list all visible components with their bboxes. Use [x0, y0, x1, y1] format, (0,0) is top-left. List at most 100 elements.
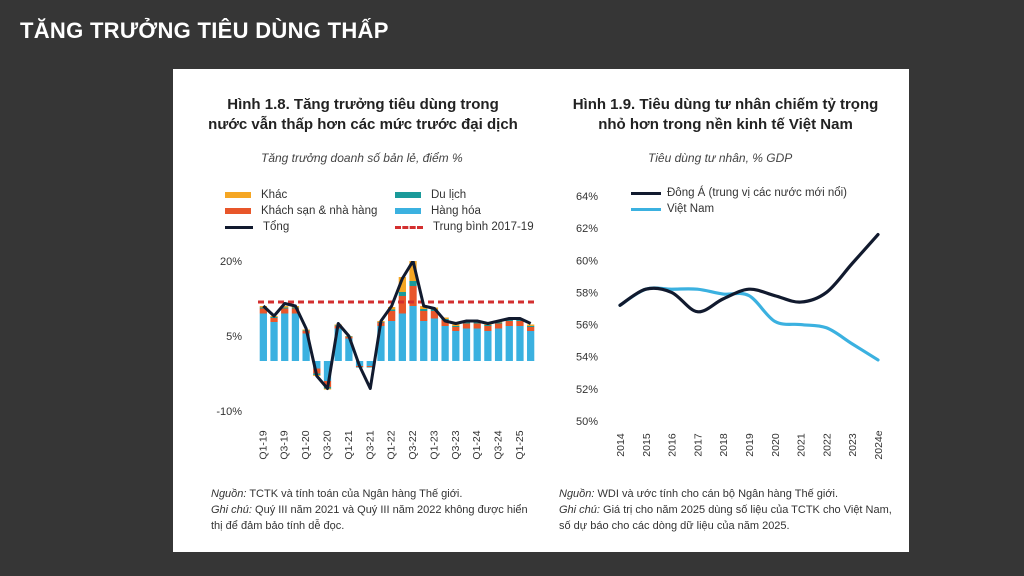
x-tick-label: 2015 — [641, 433, 653, 457]
y-tick-label: 50% — [576, 416, 598, 428]
legend-swatch-avg — [395, 225, 423, 229]
fig2-source-text: WDI và ước tính cho cán bộ Ngân hàng Thế… — [594, 488, 839, 500]
bar-segment — [366, 361, 374, 366]
legend-hotel: Khách sạn & nhà hàng — [225, 205, 377, 217]
bar-segment — [527, 326, 535, 327]
x-tick-label: Q3-24 — [493, 430, 505, 459]
y-tick-label: 56% — [576, 320, 598, 332]
bar-segment — [409, 261, 417, 281]
y-tick-label: 5% — [226, 331, 242, 343]
bar-segment — [494, 322, 503, 324]
bar-segment — [462, 328, 471, 361]
legend-goods: Hàng hóa — [395, 205, 481, 217]
bar-segment — [377, 326, 385, 361]
y-tick-label: 60% — [576, 255, 598, 267]
x-tick-label: Q1-23 — [428, 430, 440, 459]
bar-segment — [452, 326, 460, 327]
x-tick-label: 2019 — [744, 433, 756, 457]
legend-label-other: Khác — [261, 189, 288, 201]
y-tick-label: 54% — [576, 352, 598, 364]
fig2-title-line1: Hình 1.9. Tiêu dùng tư nhân chiếm tỷ trọ… — [572, 96, 879, 113]
fig1-title-line2: nước vẫn thấp hơn các mức trước đại dịch — [208, 116, 518, 133]
x-tick-label: Q1-19 — [257, 430, 269, 459]
total-line — [262, 261, 532, 390]
x-tick-label: 2022 — [821, 433, 833, 457]
fig1-source: Nguồn: TCTK và tính toán của Ngân hàng T… — [211, 486, 531, 502]
bar-segment — [259, 308, 267, 314]
y-tick-label: 64% — [576, 191, 598, 203]
legend-avg: Trung bình 2017-19 — [395, 221, 534, 233]
legend-swatch-vietnam — [631, 207, 661, 211]
slide-title: TĂNG TRƯỞNG TIÊU DÙNG THẤP — [20, 18, 389, 43]
x-tick-label: Q3-20 — [322, 430, 334, 459]
legend-swatch-tourism — [395, 192, 421, 198]
bar-segment — [484, 325, 492, 326]
bar-segment — [494, 328, 503, 361]
x-tick-label: 2024e — [873, 430, 885, 459]
legend-vietnam: Việt Nam — [631, 203, 714, 215]
x-tick-label: Q3-19 — [279, 430, 291, 459]
bar-segment — [281, 308, 289, 314]
y-tick-label: -10% — [216, 406, 242, 418]
bar-segment — [334, 328, 342, 361]
bar-segment — [409, 281, 417, 286]
bar-segment — [345, 338, 353, 361]
x-tick-label: 2023 — [847, 433, 859, 457]
fig2-subtitle: Tiêu dùng tư nhân, % GDP — [648, 151, 793, 165]
east-asia-line — [618, 232, 880, 314]
x-tick-label: Q1-24 — [471, 430, 483, 459]
bar-segment — [313, 361, 321, 369]
bar-segment — [527, 324, 535, 326]
bar-segment — [452, 324, 460, 326]
x-tick-label: 2014 — [615, 433, 627, 457]
legend-label-total: Tổng — [263, 221, 290, 233]
fig2-notes: Nguồn: WDI và ước tính cho cán bộ Ngân h… — [559, 486, 894, 534]
bar-segment — [398, 313, 406, 361]
fig2-note-label: Ghi chú: — [559, 504, 600, 516]
bar-segment — [473, 328, 481, 361]
legend-label-eastasia: Đông Á (trung vị các nước mới nổi) — [667, 187, 848, 199]
x-tick-label: Q1-25 — [514, 430, 526, 459]
legend-swatch-goods — [395, 208, 421, 214]
fig1-note: Ghi chú: Quý III năm 2021 và Quý III năm… — [211, 502, 531, 534]
legend-label-vietnam: Việt Nam — [667, 203, 715, 215]
bar-segment — [527, 331, 535, 361]
x-tick-label: 2018 — [718, 433, 730, 457]
private-consumption-chart: 64% 62% 60% 58% 56% 54% 52% 50% 2014 2015 2016 2017… — [576, 191, 885, 460]
bar-segment — [323, 361, 332, 381]
x-tick-label: 2016 — [667, 433, 679, 457]
fig1-title: Hình 1.8. Tăng trưởng tiêu dùng trong nư… — [193, 95, 533, 135]
legend-label-hotel: Khách sạn & nhà hàng — [261, 205, 378, 217]
bar-segment — [270, 322, 278, 361]
bar-segment — [441, 320, 449, 326]
bar-segment — [270, 318, 278, 322]
x-tick-label: 2020 — [770, 433, 782, 457]
bar-segment — [430, 318, 439, 361]
fig2-source-label: Nguồn: — [559, 488, 595, 500]
x-tick-label: Q1-20 — [300, 430, 312, 459]
legend-swatch-eastasia — [631, 191, 661, 195]
fig2-note: Ghi chú: Giá trị cho năm 2025 dùng số li… — [559, 502, 894, 534]
fig1-source-label: Nguồn: — [211, 488, 247, 500]
x-tick-label: Q3-21 — [364, 430, 376, 459]
fig2-title-line2: nhỏ hơn trong nền kinh tế Việt Nam — [598, 116, 853, 133]
bar-segment — [366, 366, 374, 367]
bar-segment — [505, 321, 513, 326]
bar-segment — [484, 331, 492, 361]
legend-label-tourism: Du lịch — [431, 189, 467, 201]
bar-segment — [302, 333, 310, 361]
y-tick-label: 62% — [576, 223, 598, 235]
bar-segment — [494, 323, 503, 329]
legend-label-avg: Trung bình 2017-19 — [433, 221, 534, 233]
x-tick-label: Q3-23 — [450, 430, 462, 459]
fig1-notes: Nguồn: TCTK và tính toán của Ngân hàng T… — [211, 486, 531, 534]
bar-segment — [516, 321, 524, 326]
bar-segment — [516, 320, 524, 321]
bar-segment — [420, 309, 428, 311]
fig1-title-line1: Hình 1.8. Tăng trưởng tiêu dùng trong — [227, 96, 499, 113]
fig1-note-text: Quý III năm 2021 và Quý III năm 2022 khô… — [211, 504, 528, 532]
legend-total: Tổng — [225, 221, 289, 233]
bar-segment — [409, 306, 417, 361]
bar-segment — [270, 317, 278, 318]
fig1-source-text: TCTK và tính toán của Ngân hàng Thế giới… — [246, 488, 463, 500]
